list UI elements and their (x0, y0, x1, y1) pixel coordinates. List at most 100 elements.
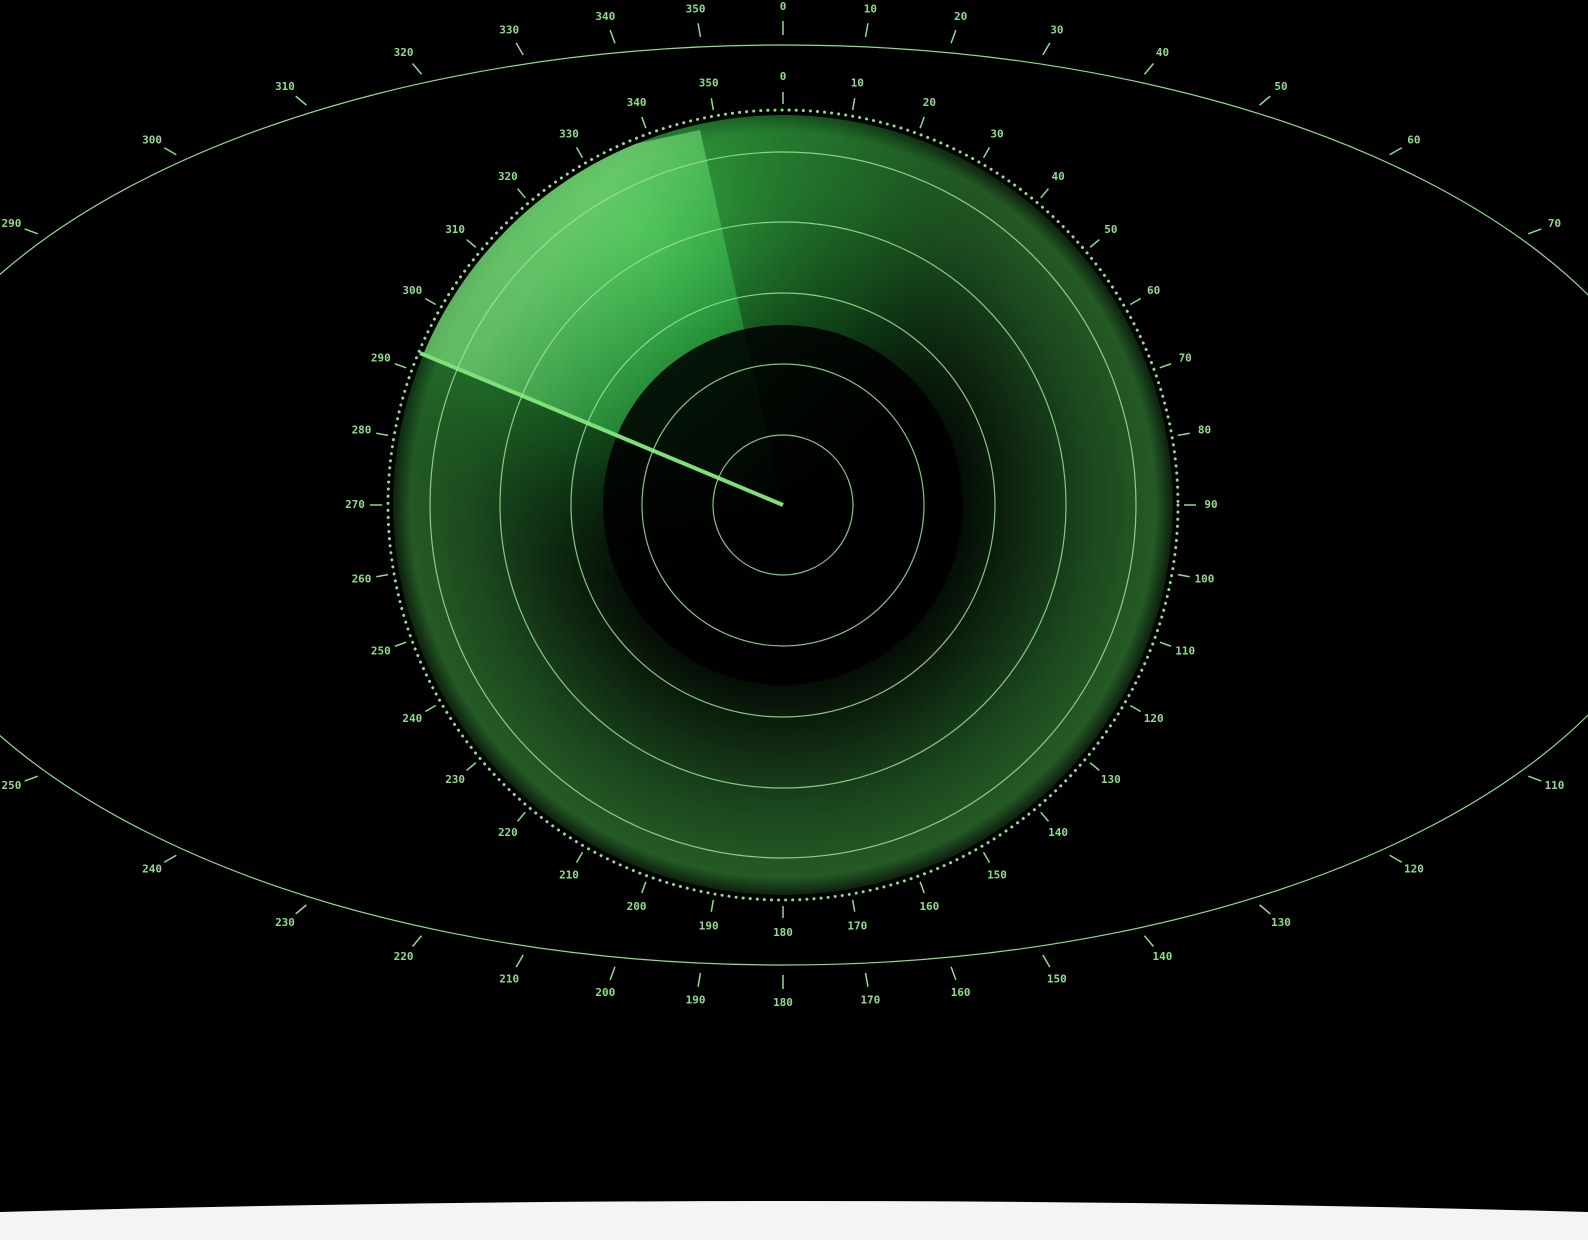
inner-label: 220 (498, 826, 518, 839)
outer-label: 180 (773, 996, 793, 1009)
inner-label: 330 (559, 127, 579, 140)
inner-label: 150 (987, 869, 1007, 882)
inner-tick (851, 98, 856, 111)
inner-label: 120 (1144, 712, 1164, 725)
outer-label: 190 (686, 994, 706, 1007)
outer-tick (1143, 935, 1155, 947)
inner-label: 70 (1179, 352, 1192, 365)
inner-label: 60 (1147, 284, 1160, 297)
inner-label: 320 (498, 170, 518, 183)
inner-tick (919, 116, 925, 129)
inner-tick (1089, 762, 1100, 772)
outer-tick (1259, 95, 1271, 106)
outer-label: 110 (1545, 779, 1565, 792)
inner-label: 300 (402, 284, 422, 297)
inner-tick (376, 432, 389, 437)
inner-tick (982, 146, 991, 159)
inner-label: 250 (371, 644, 391, 657)
outer-tick (24, 775, 39, 782)
outer-label: 240 (142, 862, 162, 875)
inner-label: 90 (1204, 498, 1217, 511)
inner-tick (466, 238, 477, 248)
outer-tick (1042, 42, 1051, 56)
outer-label: 170 (860, 994, 880, 1007)
outer-tick (609, 966, 616, 981)
outer-label: 30 (1050, 24, 1063, 37)
inner-label: 230 (445, 773, 465, 786)
inner-tick (424, 297, 437, 306)
inner-tick (1040, 811, 1050, 822)
bottom-bar (0, 1201, 1588, 1240)
outer-tick (1389, 147, 1403, 156)
inner-label: 160 (919, 900, 939, 913)
outer-tick (950, 29, 957, 44)
outer-tick (411, 935, 423, 947)
inner-tick (641, 116, 647, 129)
inner-label: 180 (773, 926, 793, 939)
outer-tick (1527, 775, 1542, 782)
ring (429, 151, 1137, 859)
dotted-dial (386, 108, 1180, 902)
inner-label: 310 (445, 223, 465, 236)
inner-tick (710, 899, 715, 912)
ring (712, 434, 854, 576)
outer-label: 220 (394, 950, 414, 963)
outer-tick (295, 904, 307, 915)
inner-label: 280 (352, 424, 372, 437)
inner-label: 260 (352, 572, 372, 585)
outer-label: 130 (1271, 916, 1291, 929)
inner-tick (710, 98, 715, 111)
inner-label: 10 (851, 77, 864, 90)
outer-tick (697, 23, 702, 38)
inner-tick (394, 641, 407, 647)
inner-tick (1129, 297, 1142, 306)
outer-tick (1389, 854, 1403, 863)
outer-label: 250 (2, 779, 22, 792)
outer-label: 10 (864, 2, 877, 15)
outer-tick (515, 42, 524, 56)
outer-tick (1143, 63, 1155, 75)
ring (499, 221, 1067, 789)
inner-label: 190 (699, 919, 719, 932)
inner-label: 270 (345, 498, 365, 511)
sweep-line (419, 351, 784, 507)
outer-ellipse (0, 44, 1588, 966)
inner-tick (1040, 188, 1050, 199)
inner-tick (982, 851, 991, 864)
outer-tick (295, 95, 307, 106)
outer-tick (864, 972, 869, 987)
outer-label: 290 (2, 217, 22, 230)
inner-tick (394, 363, 407, 369)
inner-tick (466, 762, 477, 772)
outer-tick (515, 954, 524, 968)
outer-label: 210 (499, 972, 519, 985)
outer-tick (950, 966, 957, 981)
outer-label: 120 (1404, 862, 1424, 875)
inner-label: 240 (402, 712, 422, 725)
outer-tick (1042, 954, 1051, 968)
outer-label: 60 (1407, 134, 1420, 147)
outer-tick (1259, 904, 1271, 915)
outer-label: 70 (1548, 217, 1561, 230)
inner-tick (641, 881, 647, 894)
outer-tick (697, 972, 702, 987)
inner-tick (516, 811, 526, 822)
inner-tick (1159, 363, 1172, 369)
outer-tick (1527, 228, 1542, 235)
inner-tick (1129, 704, 1142, 713)
inner-label: 110 (1175, 644, 1195, 657)
inner-label: 20 (923, 96, 936, 109)
outer-label: 140 (1153, 950, 1173, 963)
outer-label: 20 (954, 10, 967, 23)
ring (641, 363, 925, 647)
outer-tick (864, 23, 869, 38)
inner-tick (851, 899, 856, 912)
inner-label: 100 (1195, 572, 1215, 585)
outer-label: 320 (394, 46, 414, 59)
outer-tick (609, 29, 616, 44)
outer-label: 340 (595, 10, 615, 23)
inner-label: 340 (627, 96, 647, 109)
outer-tick (411, 63, 423, 75)
